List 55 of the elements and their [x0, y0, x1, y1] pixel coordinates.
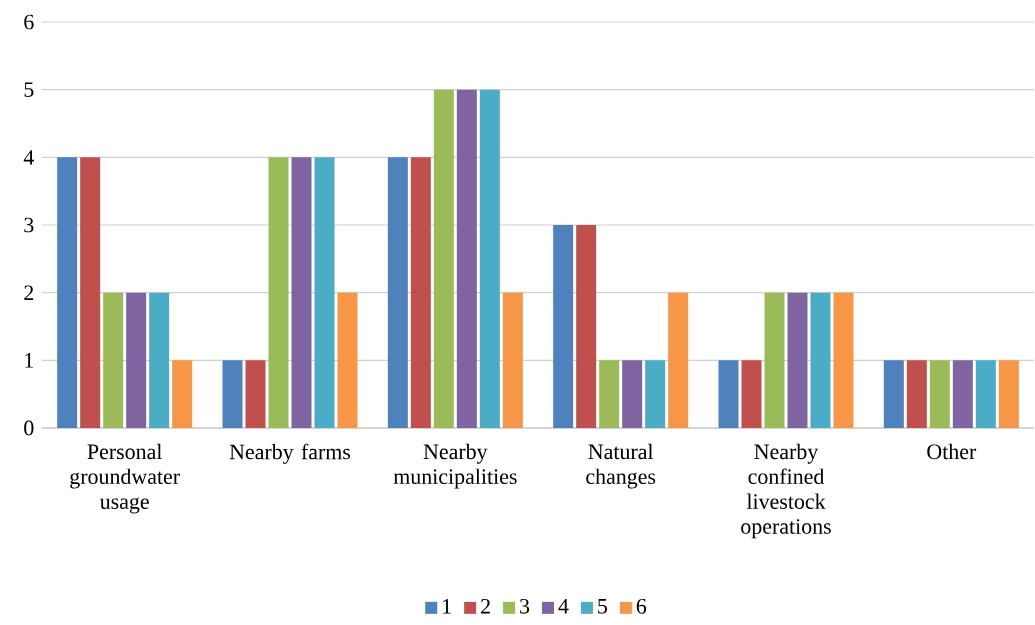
bar — [222, 360, 243, 429]
bar — [149, 292, 170, 429]
x-tick-label: Nearby confined livestock operations — [741, 443, 831, 539]
bar — [833, 292, 854, 429]
bar — [622, 360, 643, 429]
y-tick-label: 1 — [25, 353, 33, 368]
x-tick-label: Personal groundwater usage — [70, 443, 180, 514]
bar — [952, 360, 973, 429]
y-tick-label: 0 — [24, 420, 34, 436]
bar — [998, 360, 1019, 429]
legend-label: 4 — [558, 599, 569, 614]
y-tick-label: 2 — [24, 285, 34, 301]
bar — [741, 360, 762, 429]
bar — [268, 157, 289, 429]
bar — [576, 225, 597, 429]
legend-label: 5 — [598, 599, 608, 614]
bar — [502, 292, 523, 429]
bar — [810, 292, 831, 429]
legend-label: 1 — [443, 599, 451, 614]
bar — [172, 360, 193, 429]
bar — [787, 292, 808, 429]
y-tick-label: 3 — [24, 217, 34, 233]
x-tick-label: Nearby municipalities — [393, 443, 517, 489]
bar — [668, 292, 689, 429]
bar — [479, 89, 500, 429]
bar — [975, 360, 996, 429]
bar — [57, 157, 78, 429]
bar — [553, 225, 574, 429]
bar — [387, 157, 408, 429]
bar — [103, 292, 124, 429]
bar — [433, 89, 454, 429]
x-tick-label: Nearby farms — [229, 443, 351, 464]
bar — [764, 292, 785, 429]
bar — [883, 360, 904, 429]
bar — [80, 157, 101, 429]
bar — [410, 157, 431, 429]
x-tick-label: Natural changes — [586, 443, 656, 489]
legend-label: 6 — [636, 599, 647, 614]
bar — [314, 157, 335, 429]
bar — [645, 360, 666, 429]
bar — [337, 292, 358, 429]
y-tick-label: 5 — [24, 82, 34, 98]
bar — [718, 360, 739, 429]
bar — [291, 157, 312, 429]
bar — [599, 360, 620, 429]
bar — [456, 89, 477, 429]
bar — [126, 292, 147, 429]
x-tick-label: Other — [927, 443, 977, 460]
legend-label: 3 — [520, 599, 530, 614]
bar — [245, 360, 266, 429]
y-tick-label: 4 — [23, 150, 34, 165]
y-tick-label: 6 — [24, 14, 34, 30]
legend-label: 2 — [481, 599, 490, 614]
bar — [929, 360, 950, 429]
bar — [906, 360, 927, 429]
